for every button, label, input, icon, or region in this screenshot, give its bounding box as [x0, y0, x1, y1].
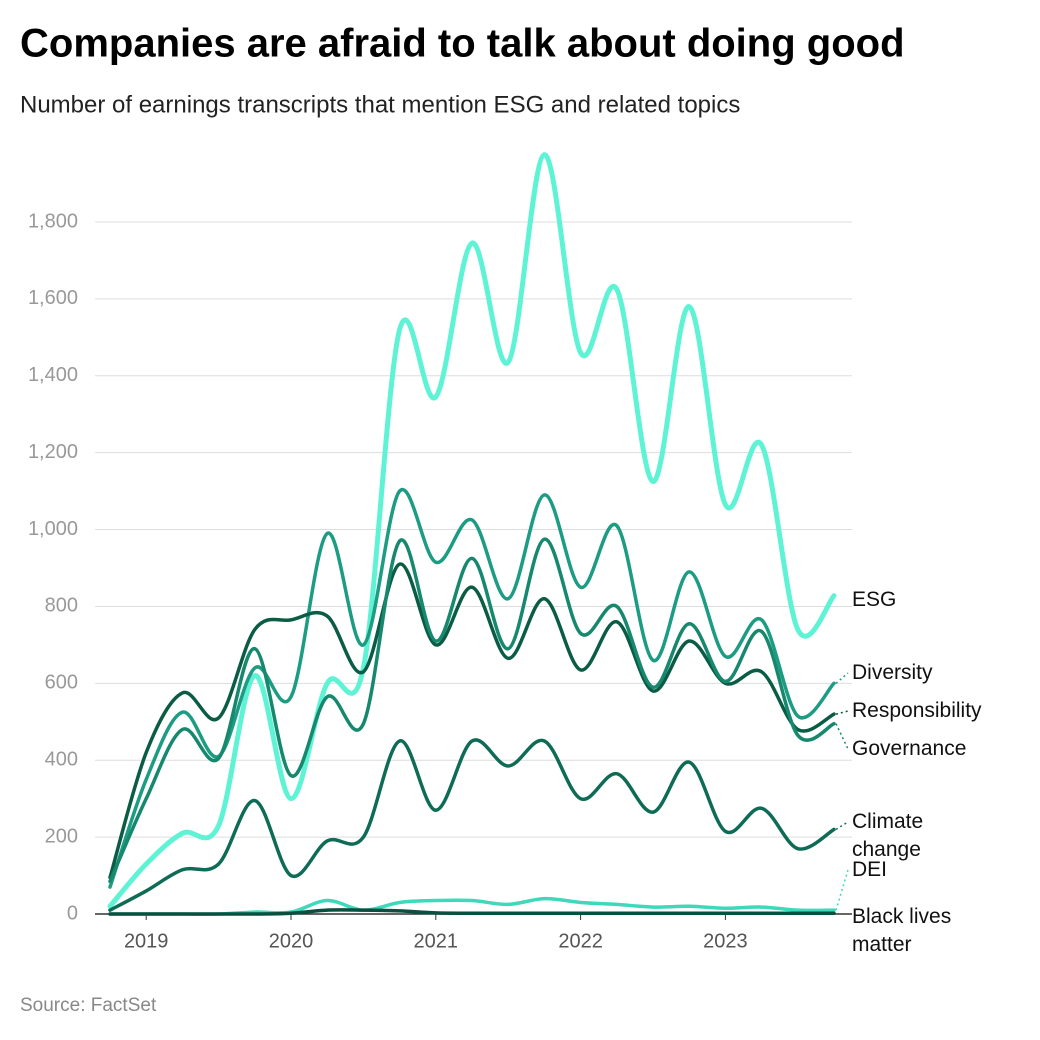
series-label: Diversity — [852, 661, 933, 684]
series-label: Climate change — [852, 810, 924, 861]
series-line — [108, 562, 836, 880]
y-tick-label: 600 — [45, 672, 78, 694]
series-line — [108, 537, 836, 884]
series-line — [108, 487, 836, 889]
y-tick-label: 400 — [45, 749, 78, 771]
series-label: Responsibility — [852, 699, 982, 722]
x-tick-label: 2021 — [414, 930, 459, 952]
series-line — [108, 738, 836, 912]
series-line — [108, 908, 836, 916]
y-tick-label: 200 — [45, 825, 78, 847]
x-tick-label: 2022 — [558, 930, 603, 952]
x-tick-label: 2019 — [124, 930, 169, 952]
chart-title: Companies are afraid to talk about doing… — [20, 22, 905, 66]
y-tick-label: 1,200 — [28, 441, 78, 463]
y-tick-label: 1,600 — [28, 287, 78, 309]
y-tick-label: 1,800 — [28, 210, 78, 232]
label-connector — [835, 869, 849, 911]
x-tick-label: 2020 — [269, 930, 314, 952]
chart-subtitle: Number of earnings transcripts that ment… — [20, 91, 740, 118]
label-connector — [835, 821, 849, 831]
y-tick-label: 0 — [67, 902, 78, 924]
series-line — [107, 152, 837, 909]
label-connector — [835, 672, 849, 684]
y-tick-label: 1,400 — [28, 364, 78, 386]
source: Source: FactSet — [20, 995, 157, 1016]
y-tick-label: 1,000 — [28, 518, 78, 540]
series-label: ESG — [852, 588, 897, 611]
series-label: Black lives matter — [852, 905, 952, 956]
series-label: DEI — [852, 858, 888, 881]
label-connector — [835, 723, 849, 750]
y-tick-label: 800 — [45, 595, 78, 617]
label-connector — [835, 710, 849, 715]
x-tick-label: 2023 — [703, 930, 748, 952]
series-label: Governance — [852, 737, 967, 760]
